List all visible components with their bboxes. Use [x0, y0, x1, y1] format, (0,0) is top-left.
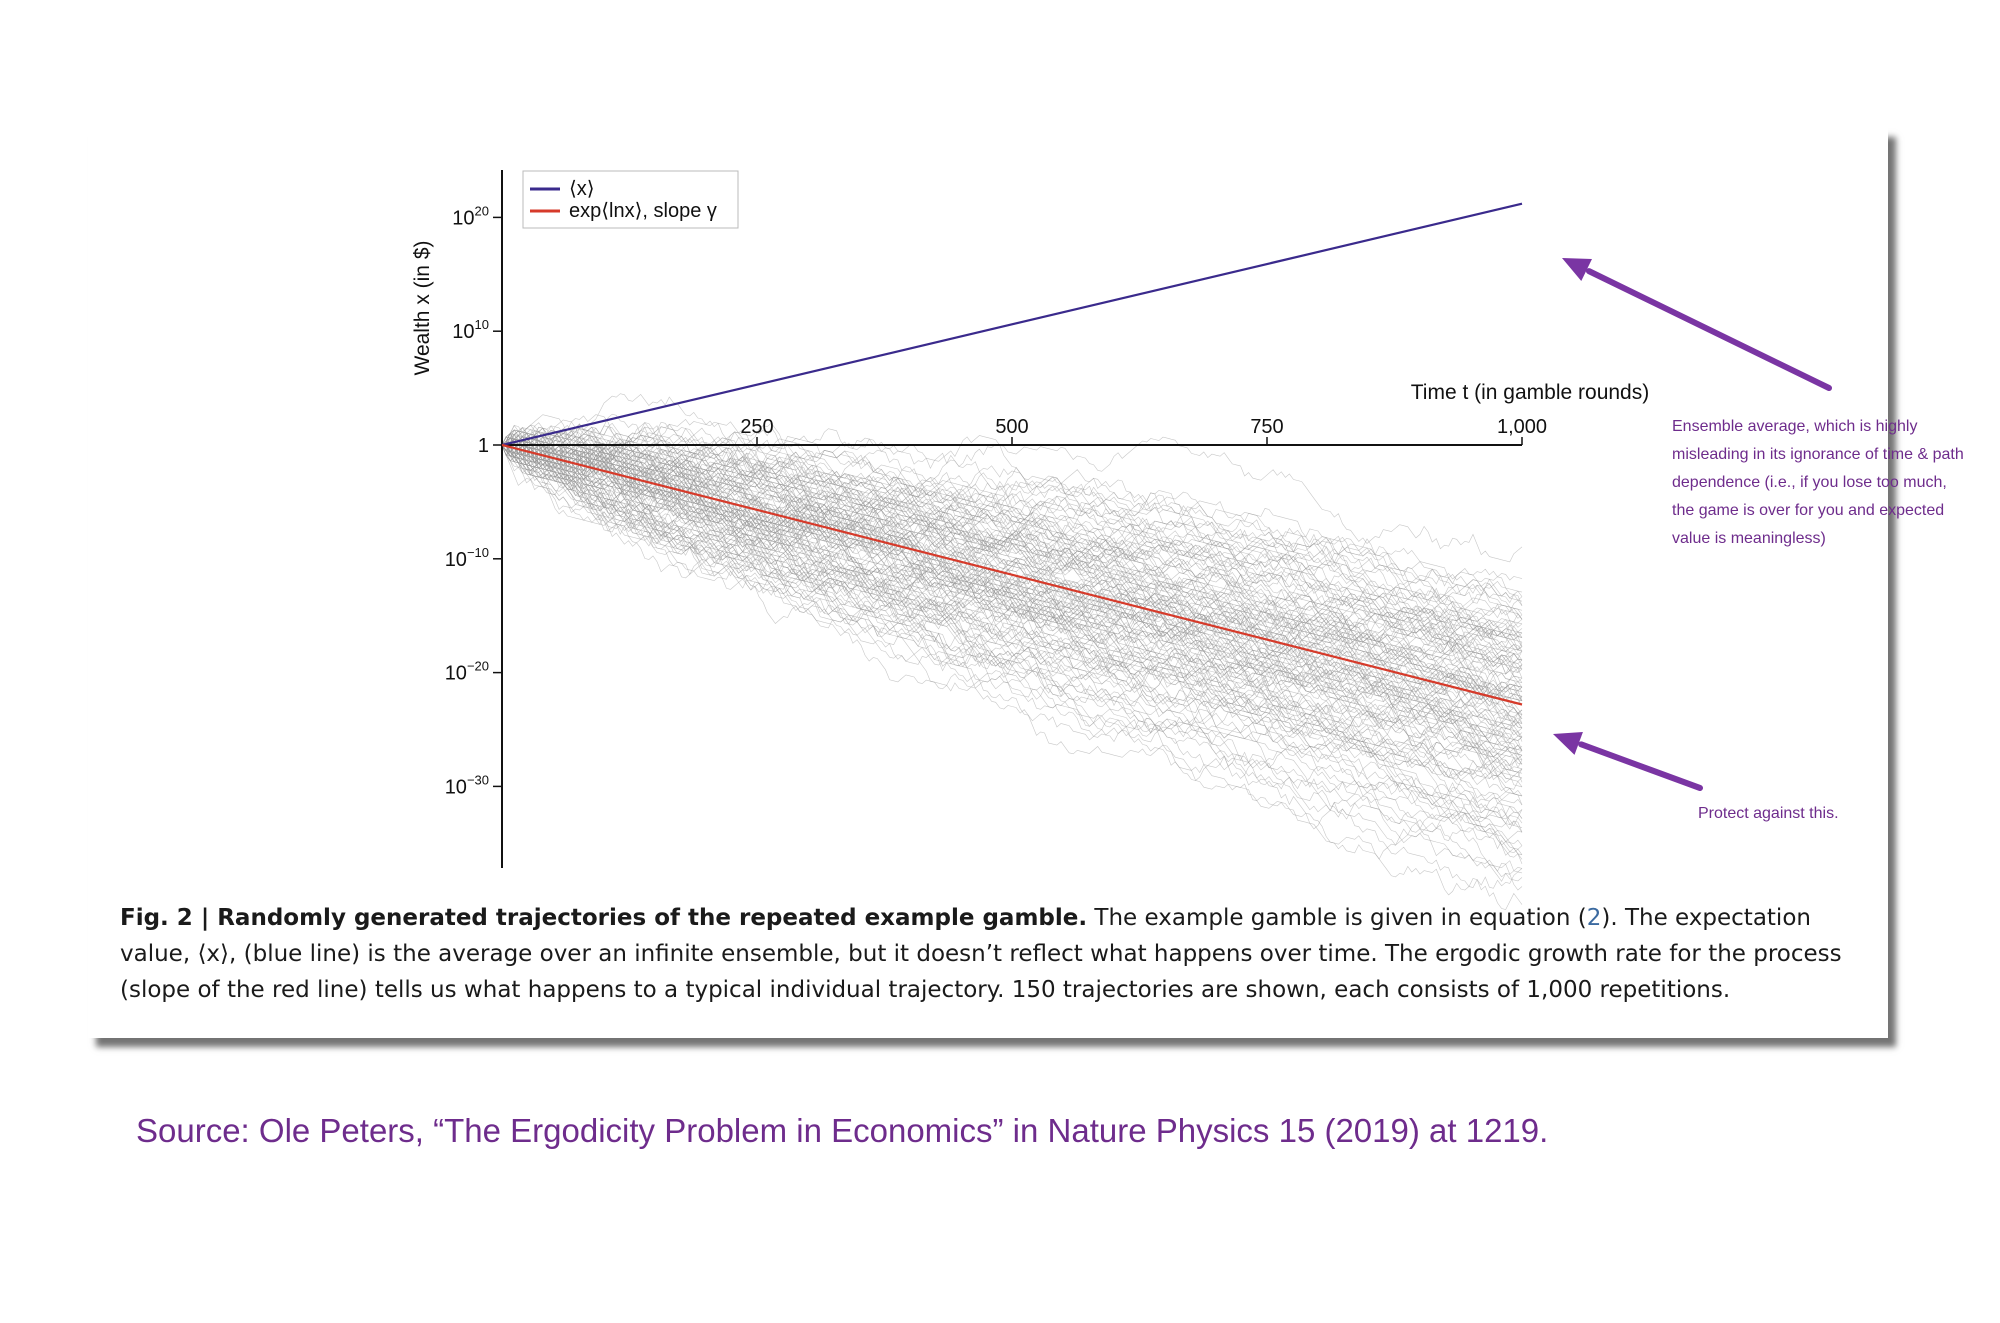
ensemble-arrow-shaft [1585, 268, 1832, 391]
trajectory-147 [501, 438, 1523, 771]
trajectory-90 [501, 422, 1523, 643]
trajectories-layer [501, 393, 1523, 910]
y-tick-label-0: 1 [478, 435, 489, 457]
trajectory-119 [501, 441, 1523, 720]
y-tick-label-20: 1020 [452, 203, 489, 229]
trajectory-100 [501, 436, 1523, 774]
trajectory-126 [501, 442, 1523, 635]
trajectory-150 [501, 413, 1523, 622]
trajectory-139 [501, 444, 1523, 790]
trajectory-138 [501, 432, 1523, 846]
trajectory-145 [501, 444, 1523, 689]
trajectory-129 [501, 438, 1523, 643]
trajectory-23 [501, 438, 1523, 830]
trajectory-109 [501, 432, 1523, 846]
protect-arrow-head [1553, 731, 1583, 755]
legend: ⟨x⟩exp⟨lnx⟩, slope γ [522, 170, 739, 229]
y-axis-label: Wealth x (in $) [411, 241, 434, 376]
trajectory-128 [501, 437, 1523, 865]
trajectory-76 [501, 422, 1523, 639]
series-line-2 [501, 443, 1523, 706]
trajectory-105 [501, 414, 1523, 643]
trajectory-71 [501, 444, 1523, 728]
trajectory-136 [501, 444, 1523, 653]
x-tick-label-250: 250 [740, 416, 773, 438]
trajectory-66 [501, 444, 1523, 729]
trajectory-33 [501, 444, 1523, 718]
figure-card [88, 128, 1888, 1038]
trajectory-102 [501, 428, 1523, 675]
caption-part2: ). The expectation value, ⟨x⟩, (blue lin… [120, 905, 1842, 1003]
trajectory-88 [501, 427, 1523, 563]
trajectory-149 [501, 444, 1523, 742]
trajectory-43 [501, 441, 1523, 780]
trajectory-103 [501, 444, 1523, 850]
y-tick-label--30: 10−30 [445, 772, 489, 798]
x-axis-label: Time t (in gamble rounds) [1411, 381, 1649, 404]
trajectory-39 [501, 437, 1523, 693]
source-citation: Source: Ole Peters, “The Ergodicity Prob… [136, 1112, 1549, 1149]
x-tick-label-500: 500 [995, 416, 1028, 438]
trajectory-11 [501, 436, 1523, 728]
arrow-layer [1553, 258, 1832, 791]
ensemble-annotation: Ensemble average, which is highly mislea… [1672, 418, 1964, 547]
trajectory-148 [501, 434, 1523, 756]
protect-arrow-shaft [1578, 741, 1703, 791]
trajectory-96 [501, 444, 1523, 718]
tick-layer: 250 500 750 1,000 1020 1010 1 10−10 10−20 10−30 [445, 203, 1547, 798]
caption-equation-link[interactable]: 2 [1586, 905, 1602, 931]
figure-caption: Fig. 2 | Randomly generated trajectories… [120, 900, 1860, 1008]
legend-label-2: exp⟨lnx⟩, slope γ [569, 200, 717, 222]
protect-annotation: Protect against this. [1698, 805, 1839, 822]
trajectory-141 [501, 424, 1523, 604]
x-tick-label-1000: 1,000 [1497, 416, 1547, 438]
trajectory-57 [501, 444, 1523, 751]
trajectory-74 [501, 444, 1523, 707]
trajectory-37 [501, 438, 1523, 629]
trajectory-127 [501, 433, 1523, 615]
trajectory-106 [501, 422, 1523, 620]
y-tick-label--10: 10−10 [445, 545, 489, 571]
trajectory-143 [501, 423, 1523, 715]
legend-label-1: ⟨x⟩ [569, 178, 595, 200]
trajectory-146 [501, 435, 1523, 666]
caption-part1: The example gamble is given in equation … [1087, 905, 1587, 931]
trajectory-28 [501, 444, 1523, 860]
trajectory-140 [501, 432, 1523, 611]
y-tick-label-10: 1010 [452, 317, 489, 343]
series-line-1 [501, 202, 1523, 447]
trajectory-124 [501, 444, 1523, 819]
y-tick-label--20: 10−20 [445, 659, 489, 685]
caption-lead: Fig. 2 | Randomly generated trajectories… [120, 905, 1088, 931]
ensemble-arrow-head [1562, 258, 1592, 281]
x-tick-label-750: 750 [1250, 416, 1283, 438]
trajectory-46 [501, 444, 1523, 820]
trajectory-144 [501, 436, 1523, 635]
trajectory-29 [501, 437, 1523, 826]
trajectory-58 [501, 444, 1523, 729]
series-layer [501, 202, 1523, 706]
trajectory-91 [501, 444, 1523, 910]
trajectory-92 [501, 444, 1523, 889]
